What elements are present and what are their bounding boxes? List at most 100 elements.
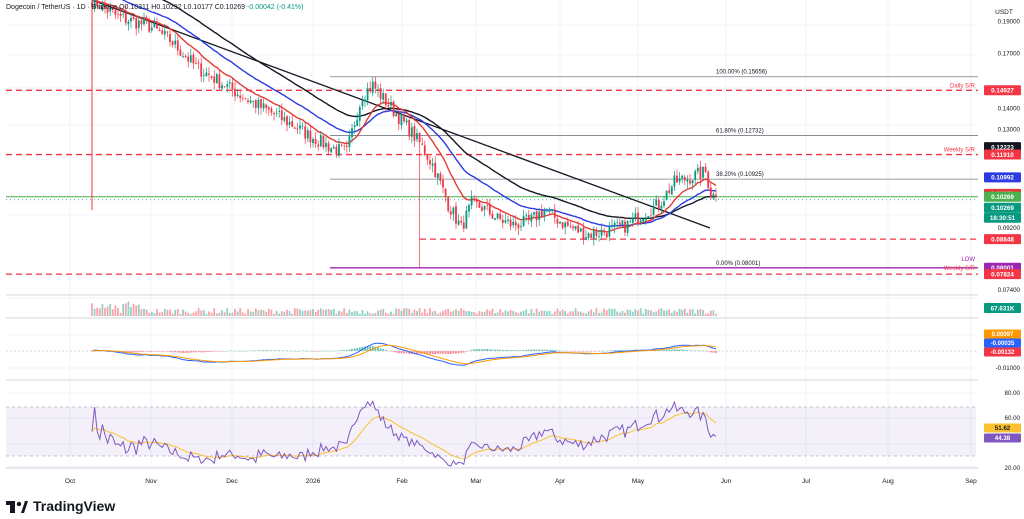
macd-histogram-bar [460,351,463,353]
volume-bar [280,311,283,316]
price-axis[interactable]: USDT 0.19000 0.17000 0.14000 0.13000 0.09200 0… [984,9,1021,472]
rsi-line [91,400,717,467]
price-badge [984,172,1021,183]
volume-bar [195,311,197,316]
volume-bar [403,308,405,316]
candle-body [616,222,619,223]
macd-histogram-bar [299,350,301,352]
macd-histogram-bar [434,351,437,355]
volume-bar [377,310,379,316]
macd-histogram-bar [267,350,270,351]
candle-body [241,98,244,99]
macd-histogram-bar [501,349,504,351]
volume-bar [345,313,348,316]
volume-bar [491,308,494,316]
price-badge-label: 0.10992 [991,175,1014,182]
macd-histogram-bar [296,350,299,352]
candle-body [104,4,106,8]
candle-body [392,101,395,117]
macd-histogram-bar [442,351,444,354]
macd-histogram-bar [332,350,335,352]
candle-body [93,0,96,8]
macd-histogram-bar [161,351,164,352]
brand-name: TradingView [33,498,116,514]
candle-body [145,18,148,22]
candle-body [161,30,164,34]
volume-bar [338,310,340,316]
candle-body [431,163,434,166]
candle-body [650,215,652,217]
candle-body [176,40,179,51]
time-tick: Apr [555,478,566,485]
candle-body [715,194,717,197]
volume-bar [670,312,673,316]
volume-bar [228,313,231,316]
tradingview-logo[interactable]: TradingView [6,498,115,514]
macd-histogram-bar [327,350,330,352]
volume-bar [598,312,600,316]
candle-body [639,220,642,223]
symbol-line[interactable]: Dogecoin / TetherUS · 1D · Binance O0.10… [6,4,246,11]
volume-bar [626,309,629,316]
volume-bar [629,310,632,316]
macd-histogram-bar [600,350,603,352]
candle-body [707,171,710,188]
volume-bar [530,309,533,316]
candle-body [473,198,476,200]
macd-histogram-bar [704,350,707,352]
macd-histogram-bar [348,349,351,351]
candle-body [470,197,473,206]
sr-label: LOW [961,257,975,263]
volume-bar [556,308,559,316]
candle-body [488,205,491,215]
macd-histogram-bar [517,350,520,351]
candle-body [267,107,270,110]
macd-histogram-bar [176,351,179,353]
volume-bar [439,312,442,316]
volume-bar [379,309,382,316]
volume-badge-label: 67.631K [991,305,1015,312]
macd-histogram-bar [572,351,574,352]
volume-bar [455,309,457,316]
candle-body [496,213,499,219]
macd-histogram-bar [683,349,686,351]
volume-bar [169,309,171,316]
candle-body [343,145,346,147]
volume-bar [624,312,626,316]
candle-body [530,214,533,222]
candle-body [309,130,312,143]
macd-histogram-bar [137,351,140,353]
macd-histogram-bar [351,348,353,351]
candle-body [210,76,213,78]
volume-bar [572,311,574,316]
macd-histogram-bar [507,349,509,351]
candle-body [338,144,340,156]
volume-bar [650,310,652,316]
time-tick: Jun [721,478,732,485]
candle-body [174,40,177,45]
volume-bar [535,308,538,316]
candle-body [548,209,551,212]
volume-bar [171,313,174,316]
candle-body [236,94,239,97]
candle-body [668,190,671,194]
time-axis[interactable]: Oct Nov Dec 2026 Feb Mar Apr May Jun Jul Aug Sep [65,478,977,485]
volume-bar [657,309,660,316]
macd-histogram-bar [538,349,541,351]
macd-histogram-bar [504,350,507,351]
volume-bar [351,312,353,316]
macd-histogram-bar [455,351,457,354]
macd-histogram-bar [132,351,135,353]
volume-bar [481,311,483,316]
candle-body [148,21,151,32]
candle-body [442,179,444,188]
volume-bar [340,311,343,316]
candle-body [382,93,385,100]
macd-histogram-bar [171,351,174,353]
volume-bar [109,303,112,316]
volume-bar [707,313,710,316]
candle-body [629,221,632,223]
volume-bar [647,310,650,316]
candle-body [109,8,112,12]
